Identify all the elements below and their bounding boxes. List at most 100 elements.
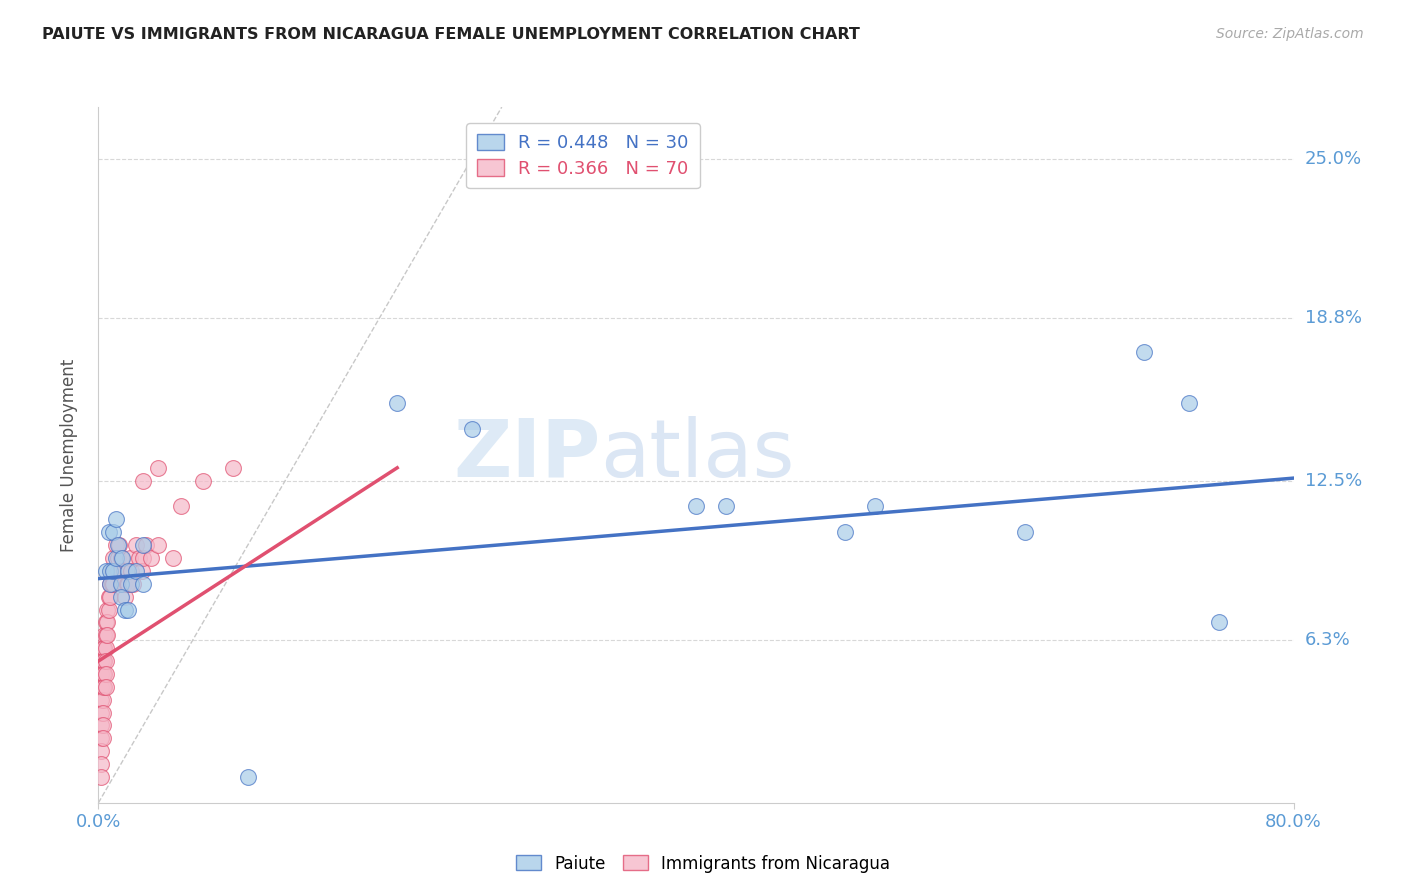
Point: [94, 654, 117, 668]
Text: Source: ZipAtlas.com: Source: ZipAtlas.com: [1216, 27, 1364, 41]
Point: [103, 564, 125, 578]
Point: [91, 692, 114, 706]
Point: [132, 551, 155, 566]
Text: 12.5%: 12.5%: [1305, 472, 1362, 490]
Point: [117, 576, 139, 591]
Point: [115, 576, 138, 591]
Point: [103, 525, 125, 540]
Point: [97, 525, 120, 540]
Point: [385, 396, 409, 410]
Point: [103, 564, 125, 578]
Point: [1208, 615, 1230, 630]
Point: [101, 576, 124, 591]
Point: [148, 538, 170, 552]
Point: [117, 564, 139, 578]
Point: [98, 590, 122, 604]
Point: [132, 538, 155, 552]
Point: [128, 551, 150, 566]
Point: [93, 667, 115, 681]
Point: [112, 564, 135, 578]
Point: [94, 680, 117, 694]
Point: [91, 667, 114, 681]
Point: [94, 564, 117, 578]
Point: [91, 641, 114, 656]
Point: [111, 576, 134, 591]
Point: [97, 602, 120, 616]
Point: [94, 667, 117, 681]
Point: [120, 564, 142, 578]
Point: [865, 500, 887, 514]
Point: [117, 602, 139, 616]
Point: [94, 628, 117, 642]
Point: [94, 641, 117, 656]
Point: [162, 551, 184, 566]
Point: [93, 654, 115, 668]
Point: [714, 500, 737, 514]
Point: [121, 576, 143, 591]
Point: [132, 576, 155, 591]
Point: [90, 744, 112, 758]
Point: [834, 525, 856, 540]
Text: ZIP: ZIP: [453, 416, 600, 494]
Point: [1133, 344, 1156, 359]
Point: [93, 680, 115, 694]
Point: [103, 576, 125, 591]
Point: [90, 770, 112, 784]
Point: [103, 551, 125, 566]
Legend: Paiute, Immigrants from Nicaragua: Paiute, Immigrants from Nicaragua: [509, 848, 897, 880]
Point: [94, 615, 117, 630]
Y-axis label: Female Unemployment: Female Unemployment: [59, 359, 77, 551]
Point: [222, 460, 245, 475]
Text: PAIUTE VS IMMIGRANTS FROM NICARAGUA FEMALE UNEMPLOYMENT CORRELATION CHART: PAIUTE VS IMMIGRANTS FROM NICARAGUA FEMA…: [42, 27, 860, 42]
Point: [135, 538, 157, 552]
Point: [461, 422, 484, 436]
Point: [125, 538, 148, 552]
Point: [90, 667, 112, 681]
Point: [105, 538, 128, 552]
Point: [125, 564, 148, 578]
Point: [114, 602, 136, 616]
Point: [90, 731, 112, 746]
Point: [110, 551, 132, 566]
Point: [191, 474, 214, 488]
Point: [105, 551, 128, 566]
Point: [110, 590, 132, 604]
Point: [131, 564, 153, 578]
Point: [90, 654, 112, 668]
Point: [90, 692, 112, 706]
Point: [96, 602, 118, 616]
Legend: R = 0.448   N = 30, R = 0.366   N = 70: R = 0.448 N = 30, R = 0.366 N = 70: [465, 123, 700, 188]
Point: [96, 615, 118, 630]
Point: [108, 538, 131, 552]
Point: [98, 576, 122, 591]
Point: [90, 718, 112, 732]
Point: [107, 564, 129, 578]
Point: [1178, 396, 1201, 410]
Point: [96, 628, 118, 642]
Point: [98, 576, 122, 591]
Point: [169, 500, 191, 514]
Point: [110, 564, 132, 578]
Point: [114, 590, 136, 604]
Point: [110, 576, 132, 591]
Point: [118, 551, 141, 566]
Point: [112, 576, 135, 591]
Text: 6.3%: 6.3%: [1305, 632, 1350, 649]
Text: 25.0%: 25.0%: [1305, 150, 1362, 168]
Text: atlas: atlas: [600, 416, 794, 494]
Point: [107, 538, 129, 552]
Point: [93, 628, 115, 642]
Point: [105, 512, 128, 526]
Point: [685, 500, 707, 514]
Point: [97, 590, 120, 604]
Point: [132, 474, 155, 488]
Point: [90, 706, 112, 720]
Point: [90, 757, 112, 772]
Point: [148, 460, 170, 475]
Point: [117, 564, 139, 578]
Point: [1014, 525, 1036, 540]
Point: [91, 718, 114, 732]
Point: [236, 770, 259, 784]
Point: [91, 654, 114, 668]
Point: [91, 706, 114, 720]
